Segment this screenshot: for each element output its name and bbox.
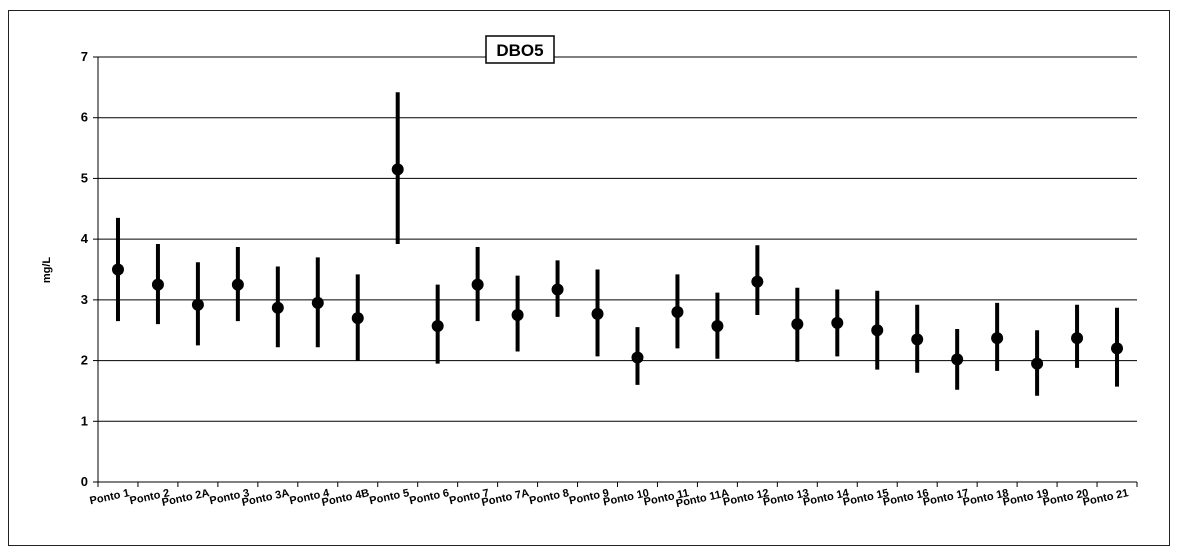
y-tick-label: 4 (81, 231, 89, 246)
data-point (191, 298, 204, 311)
data-point (951, 353, 964, 366)
data-point (831, 316, 844, 329)
chart-title: DBO5 (496, 41, 543, 60)
data-point (871, 324, 884, 337)
x-tick-label: Ponto 6 (408, 487, 450, 507)
data-point (351, 312, 364, 325)
data-point (631, 351, 644, 364)
x-tick-label: Ponto 8 (528, 487, 570, 507)
y-tick-label: 0 (81, 474, 88, 489)
data-point (151, 278, 164, 291)
x-tick-label: Ponto 5 (368, 487, 410, 507)
data-point (671, 306, 684, 318)
data-point (231, 278, 244, 291)
chart-title-box: DBO5 (485, 35, 555, 64)
y-axis: 0 1 2 3 4 5 6 7 (81, 49, 99, 489)
x-tick-label: Ponto 1 (89, 487, 131, 507)
y-tick-label: 2 (81, 353, 88, 368)
data-point (1071, 332, 1084, 345)
data-point (711, 319, 724, 332)
data-point (471, 278, 484, 291)
data-point (911, 333, 924, 346)
data-point (271, 301, 284, 314)
chart-frame (8, 10, 1170, 546)
gridlines (98, 56, 1137, 422)
y-tick-label: 5 (81, 170, 88, 185)
y-tick-label: 3 (81, 292, 88, 307)
data-point (111, 263, 124, 276)
y-tick-label: 1 (81, 413, 88, 428)
data-point (991, 332, 1004, 345)
data-point (591, 307, 604, 320)
data-marks (111, 92, 1124, 396)
data-point (431, 319, 444, 332)
data-point (1111, 342, 1124, 355)
y-tick-label: 7 (81, 49, 88, 64)
data-point (391, 163, 404, 176)
y-tick-label: 6 (81, 110, 88, 125)
data-point (751, 275, 764, 288)
x-tick-label: Ponto 21 (1082, 487, 1130, 508)
data-point (551, 283, 564, 296)
data-point (1031, 357, 1044, 370)
data-point (311, 296, 324, 309)
y-axis-title: mg/L (41, 257, 53, 284)
data-point (511, 309, 524, 322)
data-point (791, 318, 804, 331)
